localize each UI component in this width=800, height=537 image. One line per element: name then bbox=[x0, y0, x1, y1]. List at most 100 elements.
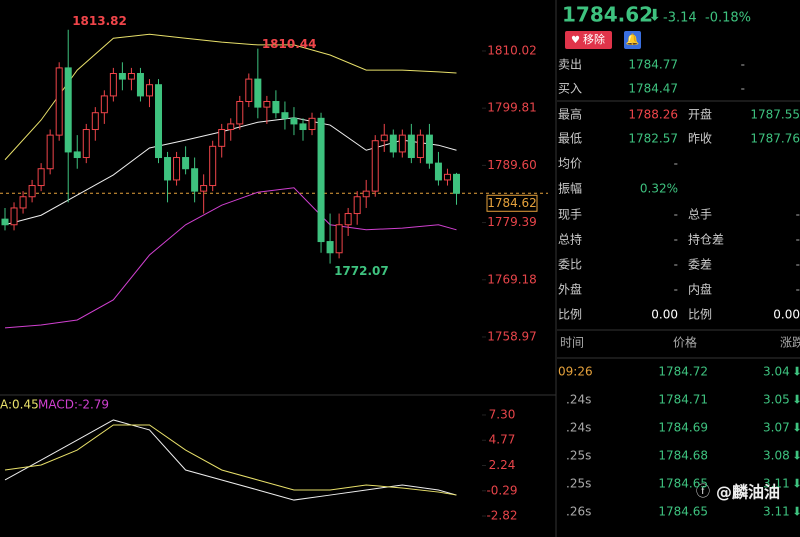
band-line bbox=[4, 187, 457, 329]
candle-body bbox=[443, 173, 451, 181]
candle-body bbox=[344, 213, 352, 226]
book-label: 卖出 bbox=[558, 58, 582, 72]
candle-body bbox=[254, 78, 262, 108]
book-value: 1784.47 bbox=[628, 82, 678, 96]
last-price-box bbox=[486, 194, 538, 212]
last-price-label: 1784.62 bbox=[487, 196, 537, 210]
macd-line bbox=[4, 419, 457, 501]
stat-value: 0.00 bbox=[773, 308, 800, 322]
stat-value: - bbox=[674, 157, 678, 171]
stat-value: - bbox=[674, 258, 678, 272]
remove-button[interactable] bbox=[565, 31, 612, 49]
candle-body bbox=[218, 129, 226, 147]
macd-legend: MACD:-2.79 bbox=[38, 398, 109, 412]
book-value: 1784.77 bbox=[628, 58, 678, 72]
book-label: 买入 bbox=[558, 82, 582, 96]
trade-arrow: ⬇ bbox=[792, 477, 800, 491]
y-tick-label: 1799.81 bbox=[487, 101, 537, 115]
trade-change: 3.05 bbox=[763, 393, 790, 407]
stat-label: 委差 bbox=[688, 258, 712, 272]
candle-body bbox=[272, 101, 280, 114]
stat-label: 现手 bbox=[558, 208, 582, 222]
candle-body bbox=[263, 101, 271, 108]
price-annotation: 1810.44 bbox=[262, 37, 317, 51]
candle-body bbox=[19, 196, 27, 209]
candle-body bbox=[353, 196, 361, 215]
candle-body bbox=[64, 67, 72, 153]
candle-body bbox=[317, 117, 325, 243]
stat-label: 均价 bbox=[558, 157, 582, 171]
watermark-icon: ⓕ bbox=[696, 484, 710, 500]
candle-body bbox=[73, 151, 81, 159]
candle-body bbox=[326, 241, 334, 254]
stat-value: 1782.57 bbox=[628, 132, 678, 146]
candle-body bbox=[173, 157, 181, 181]
candle-body bbox=[182, 157, 190, 170]
candle-body bbox=[46, 134, 54, 170]
candle-body bbox=[398, 134, 406, 153]
stat-label: 持仓差 bbox=[688, 232, 724, 247]
candle-body bbox=[118, 72, 126, 80]
quote-price: 1784.62 bbox=[562, 3, 653, 27]
trade-arrow: ⬇ bbox=[792, 505, 800, 519]
trade-header: 涨跌 bbox=[780, 335, 800, 350]
candle-body bbox=[453, 173, 460, 194]
remove-label: 移除 bbox=[583, 32, 605, 46]
stat-value: 0.00 bbox=[651, 308, 678, 322]
stat-label: 开盘 bbox=[688, 107, 712, 122]
y-tick-label: 1769.18 bbox=[487, 272, 537, 286]
trade-time: .24s bbox=[566, 393, 591, 407]
candle-body bbox=[407, 134, 415, 159]
trade-time: .24s bbox=[566, 421, 591, 435]
candle-body bbox=[145, 84, 153, 97]
y-tick-label: 1779.39 bbox=[487, 215, 537, 229]
candle-body bbox=[380, 134, 388, 142]
stat-value: - bbox=[674, 208, 678, 222]
trade-time: .25s bbox=[566, 477, 591, 491]
trade-time: .25s bbox=[566, 449, 591, 463]
candle-body bbox=[245, 78, 253, 103]
candle-body bbox=[127, 72, 135, 80]
candle-body bbox=[281, 112, 289, 119]
stat-label: 最低 bbox=[558, 132, 582, 146]
stat-label: 昨收 bbox=[688, 132, 712, 146]
heart-icon: ♥ bbox=[571, 35, 580, 46]
candle-body bbox=[1, 218, 9, 226]
stat-value: - bbox=[796, 208, 800, 222]
candle-body bbox=[425, 134, 433, 164]
candle-body bbox=[290, 117, 298, 125]
y-tick-label: 1758.97 bbox=[487, 329, 537, 343]
macd-line bbox=[4, 424, 457, 496]
trade-arrow: ⬇ bbox=[792, 449, 800, 463]
down-arrow: ⬇ bbox=[648, 6, 661, 25]
trade-arrow: ⬇ bbox=[792, 421, 800, 435]
candle-body bbox=[362, 190, 370, 198]
y-tick-label: 4.77 bbox=[489, 433, 516, 447]
bell-icon: 🔔 bbox=[626, 33, 640, 46]
trade-price: 1784.72 bbox=[658, 365, 708, 379]
alert-button[interactable] bbox=[624, 31, 641, 49]
stat-value: - bbox=[796, 233, 800, 247]
trade-change: 3.08 bbox=[763, 449, 790, 463]
stat-label: 外盘 bbox=[558, 282, 582, 297]
trade-price: 1784.69 bbox=[658, 421, 708, 435]
trade-change: 3.04 bbox=[763, 365, 790, 379]
candle-body bbox=[335, 224, 343, 254]
macd-legend: A:0.45 bbox=[0, 398, 39, 412]
y-tick-label: 7.30 bbox=[489, 407, 516, 421]
candle-body bbox=[236, 101, 244, 125]
y-tick-label: -2.82 bbox=[486, 509, 517, 523]
watermark: @麟油油 bbox=[716, 483, 780, 502]
trade-change: 3.07 bbox=[763, 421, 790, 435]
candle-body bbox=[109, 72, 117, 97]
candle-body bbox=[10, 207, 18, 226]
y-tick-label: 2.24 bbox=[489, 458, 516, 472]
quote-change-pct: -0.18% bbox=[705, 11, 751, 26]
trade-arrow: ⬇ bbox=[792, 365, 800, 379]
trade-change: 3.11 bbox=[763, 505, 790, 519]
stat-label: 总手 bbox=[688, 208, 712, 222]
stat-value: - bbox=[674, 283, 678, 297]
price-annotation: 1772.07 bbox=[334, 264, 389, 278]
candle-body bbox=[28, 185, 36, 198]
stat-value: - bbox=[796, 283, 800, 297]
